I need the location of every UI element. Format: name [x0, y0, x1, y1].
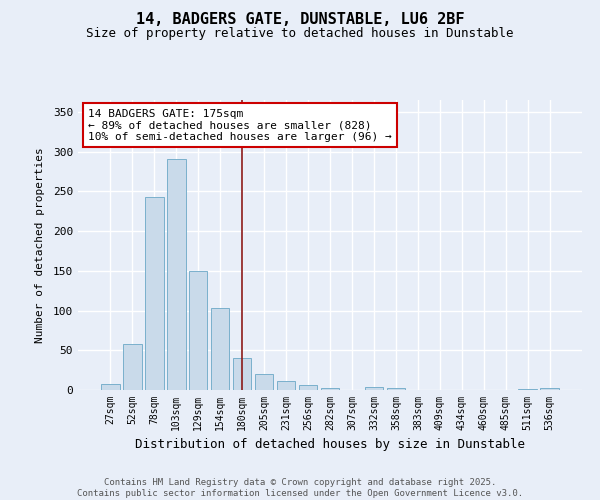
Text: Size of property relative to detached houses in Dunstable: Size of property relative to detached ho… — [86, 28, 514, 40]
Bar — [145, 197, 164, 390]
Bar — [541, 388, 559, 390]
Text: 14 BADGERS GATE: 175sqm
← 89% of detached houses are smaller (828)
10% of semi-d: 14 BADGERS GATE: 175sqm ← 89% of detache… — [88, 108, 392, 142]
Bar — [255, 374, 274, 390]
Bar — [233, 358, 251, 390]
Bar — [386, 388, 405, 390]
Bar — [101, 384, 119, 390]
Text: Contains HM Land Registry data © Crown copyright and database right 2025.
Contai: Contains HM Land Registry data © Crown c… — [77, 478, 523, 498]
Bar — [518, 389, 537, 390]
Bar — [365, 387, 383, 390]
Bar — [189, 271, 208, 390]
X-axis label: Distribution of detached houses by size in Dunstable: Distribution of detached houses by size … — [135, 438, 525, 452]
Bar — [211, 308, 229, 390]
Bar — [299, 385, 317, 390]
Bar — [277, 382, 295, 390]
Text: 14, BADGERS GATE, DUNSTABLE, LU6 2BF: 14, BADGERS GATE, DUNSTABLE, LU6 2BF — [136, 12, 464, 28]
Bar — [167, 159, 185, 390]
Bar — [123, 344, 142, 390]
Bar — [320, 388, 340, 390]
Y-axis label: Number of detached properties: Number of detached properties — [35, 147, 44, 343]
